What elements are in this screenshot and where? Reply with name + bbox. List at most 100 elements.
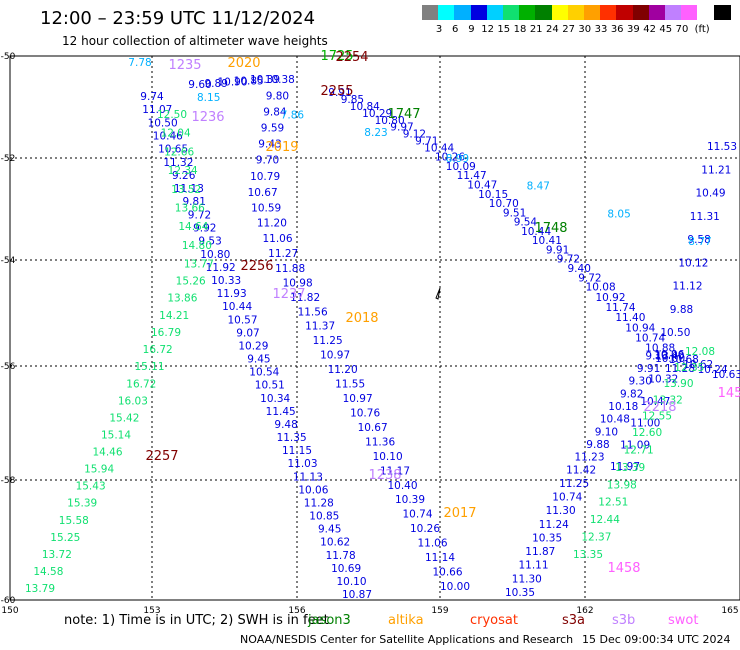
pass-time-label: 1235 <box>168 58 201 73</box>
legend-swatch <box>632 5 650 20</box>
wave-height-value: 11.00 <box>630 418 660 430</box>
x-tick-label: 159 <box>431 606 448 616</box>
wave-height-value: 11.06 <box>262 233 292 245</box>
wave-height-value: 16.03 <box>118 395 148 407</box>
wave-height-value: 11.03 <box>287 458 317 470</box>
wave-height-value: 9.30 <box>629 376 652 388</box>
wave-height-value: 9.81 <box>183 196 206 208</box>
wave-height-value: 11.45 <box>266 406 296 418</box>
wave-height-value: 10.46 <box>153 131 183 143</box>
wave-height-value: 14.58 <box>33 566 63 578</box>
wave-height-value: 10.24 <box>698 364 728 376</box>
wave-height-value: 10.68 <box>669 354 699 366</box>
legend-swatch <box>454 5 472 20</box>
wave-height-value: 11.12 <box>672 281 702 293</box>
wave-height-value: 11.53 <box>707 141 737 153</box>
wave-height-value: 10.59 <box>251 202 281 214</box>
wave-height-value: 11.42 <box>566 464 596 476</box>
wave-height-value: 10.74 <box>402 509 432 521</box>
wave-height-value: 11.06 <box>417 538 447 550</box>
map-subtitle: 12 hour collection of altimeter wave hei… <box>62 34 328 48</box>
island-marker <box>435 287 441 300</box>
wave-height-value: 12.37 <box>581 532 611 544</box>
pass-time-label: 2019 <box>265 140 298 155</box>
wave-height-value: 10.94 <box>625 322 655 334</box>
wave-height-value: 10.97 <box>320 350 350 362</box>
wave-height-value: 12.44 <box>590 514 620 526</box>
wave-height-value: 11.20 <box>257 218 287 230</box>
wave-height-value: 9.26 <box>172 170 196 182</box>
legend-swatch <box>551 5 569 20</box>
wave-height-value: 9.71 <box>415 136 438 148</box>
wave-height-value: 12.71 <box>624 444 654 456</box>
wave-height-value: 10.74 <box>635 333 665 345</box>
legend-label: 15 <box>497 24 511 35</box>
legend-label: 36 <box>610 24 624 35</box>
wave-height-value: 9.84 <box>263 106 287 118</box>
wave-height-value: 9.58 <box>687 234 710 246</box>
wave-height-value: 11.40 <box>615 312 645 324</box>
wave-height-value: 12.55 <box>642 410 672 422</box>
wave-height-value: 9.45 <box>318 524 341 536</box>
satellite-label-swot: swot <box>668 613 699 628</box>
wave-height-value: 10.49 <box>695 188 725 200</box>
satellite-label-jason3: jason3 <box>308 613 351 628</box>
satellite-label-altika: altika <box>388 613 424 628</box>
wave-height-value: 10.70 <box>489 198 519 210</box>
pass-time-label: 2018 <box>345 311 378 326</box>
wave-height-value: 11.15 <box>282 445 312 457</box>
wave-height-value: 15.39 <box>67 498 97 510</box>
wave-height-value: 9.72 <box>578 272 601 284</box>
pass-time-label: 2218 <box>643 400 676 415</box>
wave-height-value: 10.63 <box>712 369 740 381</box>
wave-height-value: 12.08 <box>685 346 715 358</box>
wave-height-value: 10.29 <box>238 340 268 352</box>
wave-height-value: 10.85 <box>309 511 339 523</box>
wave-height-value: 9.91 <box>328 87 351 99</box>
wave-height-value: 16.72 <box>143 344 173 356</box>
wave-height-value: 10.12 <box>678 257 708 269</box>
y-tick-label: -54 <box>1 256 16 266</box>
legend-label: 9 <box>468 24 475 35</box>
wave-height-value: 9.59 <box>261 123 284 135</box>
wave-height-value: 11.11 <box>518 560 548 572</box>
wave-height-value: 10.00 <box>440 581 470 593</box>
wave-height-value: 10.54 <box>249 367 279 379</box>
wave-height-value: 10.67 <box>358 422 388 434</box>
wave-height-value: 9.10 <box>595 426 618 438</box>
wave-height-value: 10.87 <box>342 589 372 601</box>
wave-height-value: 12.51 <box>598 497 628 509</box>
wave-height-value: 13.66 <box>175 202 205 214</box>
pass-time-label: 1238 <box>368 468 401 483</box>
satellite-label-s3b: s3b <box>612 613 636 628</box>
legend-label: 21 <box>529 24 543 35</box>
wave-height-value: 8.15 <box>197 92 220 104</box>
wave-height-value: 10.06 <box>654 349 684 361</box>
wave-height-value: 10.90 <box>217 77 247 89</box>
legend-swatch <box>600 5 618 20</box>
wave-height-value: 10.66 <box>432 567 462 579</box>
wave-height-value: 11.47 <box>457 170 487 182</box>
wave-height-value: 10.09 <box>446 161 476 173</box>
wave-height-value: 11.25 <box>313 335 343 347</box>
wave-height-value: 10.51 <box>255 380 285 392</box>
wave-height-value: 10.67 <box>248 187 278 199</box>
wave-height-value: 11.30 <box>546 505 576 517</box>
satellite-label-cryosat: cryosat <box>470 613 518 628</box>
pass-time-label: 1237 <box>272 287 305 302</box>
wave-height-value: 10.76 <box>350 408 380 420</box>
wave-height-value: 13.39 <box>615 462 645 474</box>
wave-height-value: 9.91 <box>637 363 660 375</box>
wave-height-value: 9.89 <box>205 78 228 90</box>
wave-height-value: 10.35 <box>532 532 562 544</box>
legend-swatch <box>438 5 456 20</box>
wave-height-value: 10.98 <box>283 277 313 289</box>
legend-label: 12 <box>481 24 494 35</box>
legend-swatch <box>503 5 520 20</box>
legend-label: 33 <box>594 24 608 35</box>
wave-height-value: 14.21 <box>159 310 189 322</box>
y-tick-label: -50 <box>1 52 16 62</box>
wave-height-value: 10.18 <box>608 401 638 413</box>
wave-height-value: 12.60 <box>632 427 662 439</box>
map-title: 12:00 – 23:59 UTC 11/12/2024 <box>40 8 316 29</box>
